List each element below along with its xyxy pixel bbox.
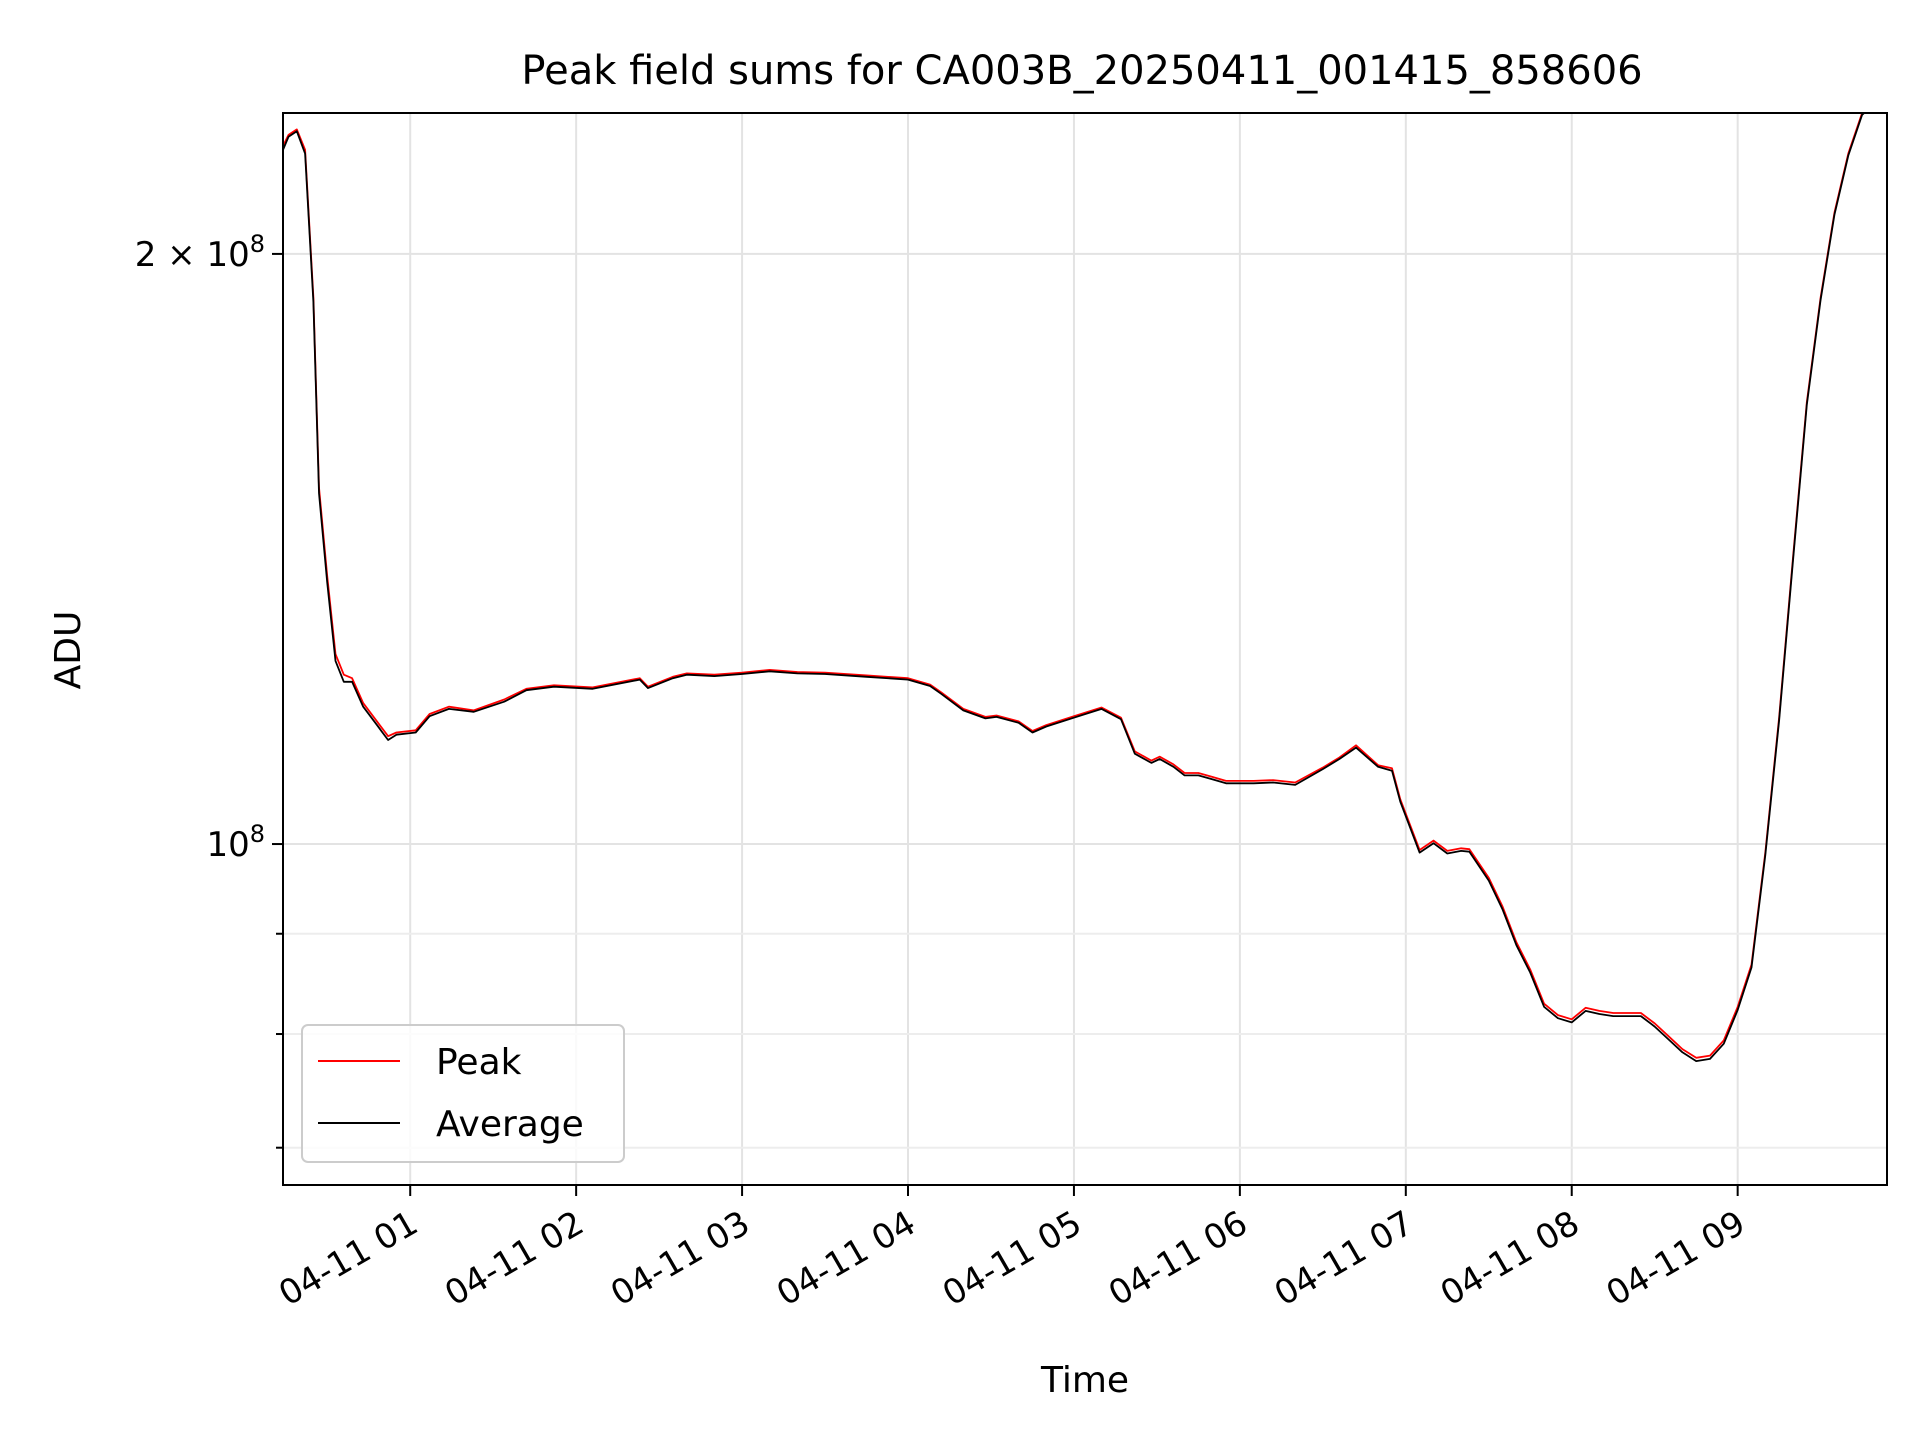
y-tick-exponent: 8	[250, 230, 265, 258]
y-tick-label: 2 × 108	[135, 230, 265, 275]
y-axis-label: ADU	[48, 611, 89, 690]
legend-average-label: Average	[436, 1104, 584, 1145]
series-lines	[283, 113, 1866, 1062]
chart-title: Peak field sums for CA003B_20250411_0014…	[521, 48, 1642, 94]
legend-box	[301, 1024, 625, 1163]
y-tick-exponent: 8	[250, 820, 265, 848]
plot-frame	[282, 112, 1888, 1186]
x-axis-label: Time	[1040, 1360, 1129, 1401]
legend-peak-label: Peak	[436, 1042, 522, 1083]
series-line-average	[283, 113, 1866, 1062]
series-line-peak	[283, 113, 1864, 1059]
legend: Peak Average	[301, 1024, 625, 1163]
